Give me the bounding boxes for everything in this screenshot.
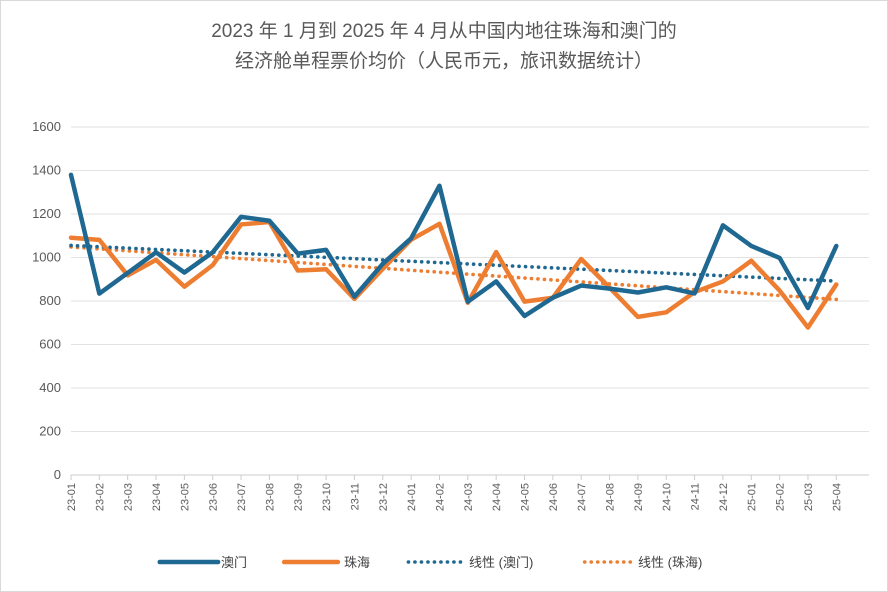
svg-text:24-11: 24-11 — [690, 483, 702, 510]
svg-text:线性 (澳门): 线性 (澳门) — [469, 555, 533, 570]
svg-text:600: 600 — [39, 337, 61, 352]
svg-text:24-09: 24-09 — [633, 483, 645, 511]
svg-text:23-01: 23-01 — [66, 483, 78, 511]
svg-text:25-02: 25-02 — [775, 483, 787, 511]
svg-text:23-10: 23-10 — [321, 483, 333, 511]
svg-text:23-04: 23-04 — [151, 483, 163, 511]
svg-text:23-11: 23-11 — [349, 483, 361, 510]
svg-text:25-04: 25-04 — [831, 483, 843, 511]
svg-text:24-10: 24-10 — [661, 483, 673, 511]
svg-text:24-03: 24-03 — [463, 483, 475, 511]
svg-text:23-08: 23-08 — [264, 483, 276, 511]
svg-text:23-07: 23-07 — [236, 483, 248, 511]
svg-text:25-01: 25-01 — [746, 483, 758, 511]
svg-text:23-12: 23-12 — [378, 483, 390, 511]
svg-text:800: 800 — [39, 293, 61, 308]
svg-text:24-02: 24-02 — [434, 483, 446, 511]
svg-text:线性 (珠海): 线性 (珠海) — [638, 555, 702, 570]
svg-text:1600: 1600 — [32, 119, 61, 134]
svg-text:1000: 1000 — [32, 250, 61, 265]
svg-text:24-12: 24-12 — [718, 483, 730, 511]
svg-text:23-02: 23-02 — [94, 483, 106, 511]
svg-text:澳门: 澳门 — [221, 555, 247, 570]
svg-text:1200: 1200 — [32, 206, 61, 221]
svg-text:400: 400 — [39, 380, 61, 395]
svg-text:1400: 1400 — [32, 163, 61, 178]
svg-text:24-08: 24-08 — [605, 483, 617, 511]
svg-text:24-04: 24-04 — [491, 483, 503, 511]
svg-text:24-07: 24-07 — [576, 483, 588, 511]
svg-text:24-01: 24-01 — [406, 483, 418, 511]
svg-text:200: 200 — [39, 424, 61, 439]
svg-text:25-03: 25-03 — [803, 483, 815, 511]
svg-text:珠海: 珠海 — [344, 555, 370, 570]
svg-text:23-05: 23-05 — [179, 483, 191, 511]
svg-text:24-06: 24-06 — [548, 483, 560, 511]
svg-text:23-03: 23-03 — [123, 483, 135, 511]
svg-text:23-09: 23-09 — [293, 483, 305, 511]
svg-text:23-06: 23-06 — [208, 483, 220, 511]
svg-text:24-05: 24-05 — [520, 483, 532, 511]
svg-text:0: 0 — [54, 467, 61, 482]
